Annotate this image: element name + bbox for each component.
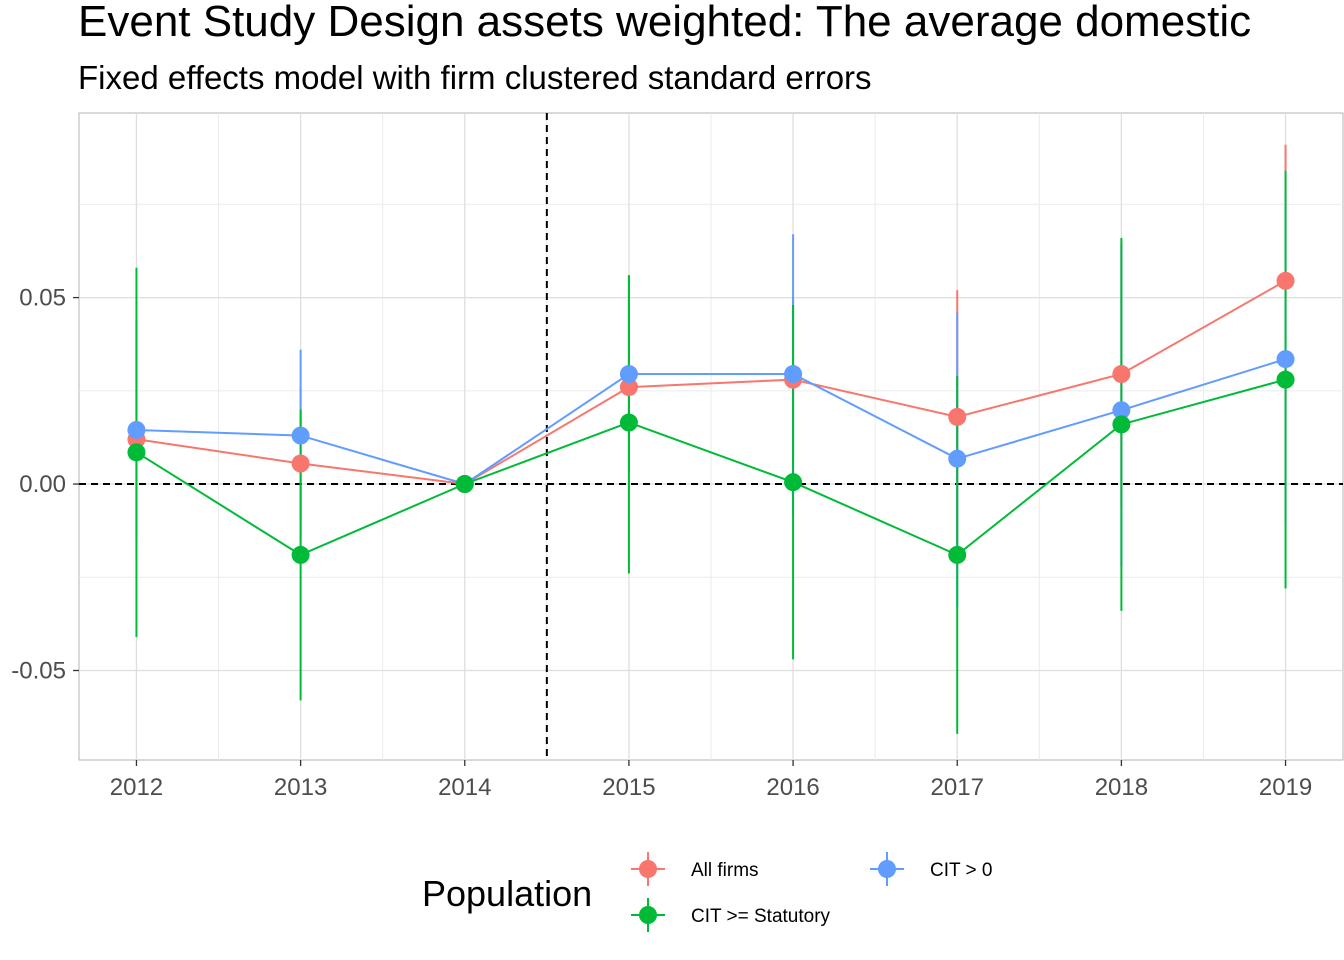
chart-subtitle: Fixed effects model with firm clustered …	[78, 59, 872, 96]
data-point-cit-statutory	[127, 443, 146, 462]
chart-title: Event Study Design assets weighted: The …	[78, 0, 1251, 46]
x-tick-label: 2015	[602, 774, 655, 801]
data-point-all-firms	[291, 454, 310, 473]
data-point-cit-0	[1112, 401, 1131, 420]
data-point-cit-statutory	[1276, 370, 1295, 389]
x-tick-label: 2019	[1259, 774, 1312, 801]
x-tick-label: 2012	[110, 774, 163, 801]
legend-label-all-firms: All firms	[691, 860, 759, 881]
series-lines	[135, 279, 1286, 557]
axis-ticks: 2012 2013 2014 2015 2016 2017 2018 2019 0.05 0.00…	[11, 285, 1312, 801]
data-point-cit-0	[127, 420, 146, 439]
data-point-cit-statutory	[455, 475, 474, 494]
y-tick-label: 0.00	[19, 471, 66, 498]
series-line-cit-0	[136, 358, 1286, 486]
data-point-cit-0	[948, 449, 967, 468]
data-point-all-firms	[948, 407, 967, 426]
y-tick-label: -0.05	[11, 658, 66, 685]
legend-label-cit-statutory: CIT >= Statutory	[691, 906, 831, 927]
data-point-cit-statutory	[784, 473, 803, 492]
x-tick-label: 2018	[1095, 774, 1148, 801]
grid-lines	[79, 113, 1343, 760]
x-tick-label: 2014	[438, 774, 491, 801]
x-tick-label: 2016	[766, 774, 819, 801]
y-tick-label: 0.05	[19, 285, 66, 312]
data-point-cit-statutory	[1112, 415, 1131, 434]
data-point-all-firms	[1112, 365, 1131, 384]
data-point-cit-0	[1276, 350, 1295, 369]
series-line-cit-statutory	[135, 378, 1286, 557]
legend-key-point	[639, 860, 657, 878]
data-point-cit-statutory	[291, 545, 310, 564]
legend-label-cit-0: CIT > 0	[930, 860, 992, 881]
data-point-all-firms	[1276, 271, 1295, 290]
reference-lines	[79, 113, 1343, 760]
legend: Population All firms CIT > 0 CIT >= Statut…	[422, 852, 992, 932]
legend-key-point	[639, 906, 657, 924]
data-point-cit-0	[619, 365, 638, 384]
legend-key-point	[878, 860, 896, 878]
legend-title: Population	[422, 873, 592, 914]
data-point-cit-0	[291, 426, 310, 445]
data-point-cit-statutory	[948, 545, 967, 564]
data-point-all-firms	[619, 378, 638, 397]
data-point-cit-0	[784, 365, 803, 384]
series-line-all-firms	[136, 279, 1286, 486]
x-tick-label: 2017	[931, 774, 984, 801]
series-points	[127, 271, 1295, 564]
x-tick-label: 2013	[274, 774, 327, 801]
data-point-cit-statutory	[619, 413, 638, 432]
